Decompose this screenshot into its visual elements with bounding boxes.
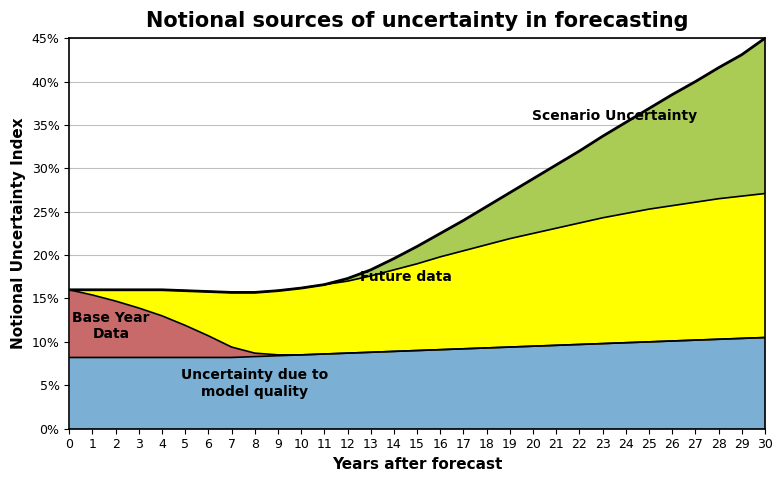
Text: Future data: Future data xyxy=(360,270,452,284)
Text: Scenario Uncertainty: Scenario Uncertainty xyxy=(532,109,697,123)
Y-axis label: Notional Uncertainty Index: Notional Uncertainty Index xyxy=(11,117,26,349)
Title: Notional sources of uncertainty in forecasting: Notional sources of uncertainty in forec… xyxy=(146,11,688,31)
Text: Base Year
Data: Base Year Data xyxy=(72,311,150,341)
Text: Uncertainty due to
model quality: Uncertainty due to model quality xyxy=(181,369,328,398)
X-axis label: Years after forecast: Years after forecast xyxy=(332,457,503,472)
